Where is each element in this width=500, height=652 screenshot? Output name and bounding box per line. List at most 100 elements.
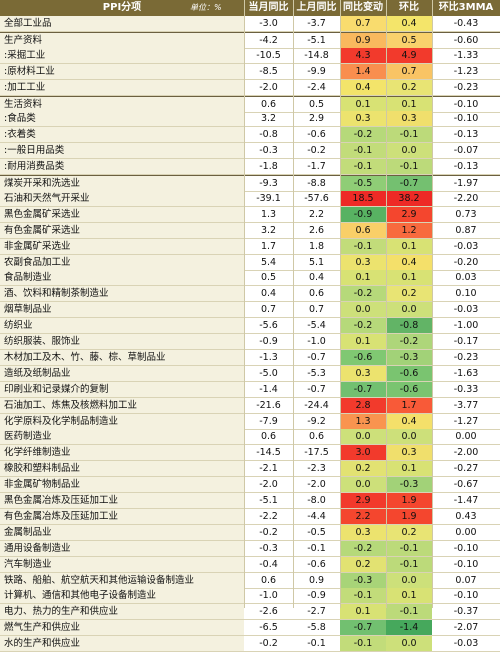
cell-previous-yoy: -1.0 [307, 336, 326, 347]
row-label: 医药制造业 [0, 429, 244, 445]
cell-mom-3mma: -0.23 [453, 81, 479, 93]
cell-mom-3mma: -1.47 [453, 495, 479, 506]
cell-previous-yoy: -0.5 [307, 526, 326, 538]
cell-mom: 0.4 [386, 16, 432, 31]
cell-previous-yoy: -2.7 [307, 606, 326, 618]
cell-yoy-change: -0.2 [340, 127, 386, 143]
row-label: 全部工业品 [0, 16, 244, 31]
cell-current-yoy: 1.7 [260, 240, 277, 252]
column-divider [244, 0, 245, 608]
cell-previous-yoy: -17.5 [304, 447, 329, 459]
cell-mom: 0.1 [386, 96, 432, 112]
cell-previous-yoy: -1.7 [307, 161, 326, 173]
table-row: 汽车制造业 -0.4 -0.6 0.2 -0.1 -0.10 [0, 556, 500, 573]
cell-mom-3mma: 0.43 [455, 510, 477, 522]
cell-mom: -0.1 [386, 127, 432, 143]
cell-mom-3mma: -0.10 [453, 542, 479, 554]
cell-current-yoy: -5.0 [259, 367, 278, 379]
cell-mom: 0.1 [386, 238, 432, 254]
cell-previous-yoy: -0.1 [307, 542, 326, 554]
cell-yoy-change: 0.0 [340, 477, 386, 493]
cell-mom: 0.2 [386, 524, 432, 540]
cell-mom: -0.6 [386, 381, 432, 397]
cell-current-yoy: -0.9 [259, 336, 278, 347]
cell-mom-3mma: -1.27 [453, 415, 479, 427]
cell-current-yoy: -8.5 [259, 65, 278, 77]
row-label: 汽车制造业 [0, 556, 244, 572]
cell-yoy-change: 0.9 [340, 32, 386, 48]
cell-previous-yoy: -0.7 [307, 351, 326, 363]
table-row: :原材料工业 -8.5 -9.9 1.4 0.7 -1.23 [0, 63, 500, 80]
table-row: 纺织业 -5.6 -5.4 -0.2 -0.8 -1.00 [0, 318, 500, 335]
cell-mom: 0.0 [386, 143, 432, 159]
table-row: 烟草制品业 0.7 0.7 0.0 0.0 -0.03 [0, 302, 500, 319]
table-row: 酒、饮料和精制茶制造业 0.4 0.6 -0.2 0.2 0.10 [0, 286, 500, 303]
cell-mom: 0.1 [386, 588, 432, 604]
table-row: 食品制造业 0.5 0.4 0.1 0.1 0.03 [0, 270, 500, 287]
row-label: 生活资料 [0, 96, 244, 112]
column-divider [386, 0, 387, 608]
cell-current-yoy: -0.3 [259, 145, 278, 157]
table-row: 电力、热力的生产和供应业 -2.6 -2.7 0.1 -0.1 -0.37 [0, 604, 500, 621]
cell-mom: -0.2 [386, 334, 432, 349]
cell-current-yoy: 1.3 [260, 208, 277, 220]
cell-mom-3mma: -0.10 [453, 113, 479, 125]
cell-previous-yoy: -24.4 [304, 399, 329, 411]
table-row: 金属制品业 -0.2 -0.5 0.3 0.2 0.00 [0, 524, 500, 541]
table-row: 全部工业品 -3.0 -3.7 0.7 0.4 -0.43 [0, 16, 500, 32]
cell-current-yoy: -1.3 [259, 351, 278, 363]
row-label: 化学原料及化学制品制造业 [0, 413, 244, 429]
table-row: 农副食品加工业 5.4 5.1 0.3 0.4 -0.20 [0, 254, 500, 271]
cell-yoy-change: -0.6 [340, 349, 386, 365]
cell-previous-yoy: -8.8 [307, 178, 326, 189]
cell-yoy-change: 0.0 [340, 302, 386, 318]
cell-yoy-change: 0.3 [340, 111, 386, 127]
row-label: :衣着类 [0, 127, 244, 143]
row-label: 非金属矿采选业 [0, 238, 244, 254]
table-row: :衣着类 -0.8 -0.6 -0.2 -0.1 -0.13 [0, 127, 500, 144]
cell-mom: -0.1 [386, 604, 432, 620]
cell-yoy-change: -0.1 [340, 143, 386, 159]
row-label: :原材料工业 [0, 63, 244, 79]
header-yoy-change: 同比变动 [343, 2, 383, 13]
cell-previous-yoy: -2.0 [307, 479, 326, 491]
cell-mom-3mma: -0.33 [453, 383, 479, 395]
cell-yoy-change: -0.3 [340, 572, 386, 588]
cell-mom-3mma: -0.03 [453, 240, 479, 252]
cell-previous-yoy: 2.6 [308, 224, 325, 236]
cell-mom: 0.2 [386, 79, 432, 95]
table-row: 燃气生产和供应业 -6.5 -5.8 -0.7 -1.4 -2.07 [0, 620, 500, 637]
cell-current-yoy: -9.3 [259, 178, 278, 189]
cell-previous-yoy: 0.5 [308, 98, 325, 110]
cell-mom: -0.3 [386, 349, 432, 365]
cell-current-yoy: 3.2 [260, 113, 277, 125]
header-name: PPI分项 [102, 2, 142, 13]
cell-yoy-change: 0.2 [340, 556, 386, 572]
cell-mom-3mma: -1.97 [453, 178, 479, 189]
row-label: 铁路、船舶、航空航天和其他运输设备制造业 [0, 572, 244, 588]
cell-current-yoy: -0.2 [259, 638, 278, 650]
cell-mom-3mma: -0.10 [453, 590, 479, 602]
table-row: :采掘工业 -10.5 -14.8 4.3 4.9 -1.33 [0, 47, 500, 64]
cell-mom-3mma: -0.37 [453, 606, 479, 618]
cell-previous-yoy: -0.2 [307, 145, 326, 157]
cell-yoy-change: 0.3 [340, 524, 386, 540]
row-label: 通用设备制造业 [0, 540, 244, 556]
column-divider [432, 0, 433, 608]
cell-yoy-change: 0.6 [340, 222, 386, 238]
cell-current-yoy: -0.2 [259, 526, 278, 538]
cell-yoy-change: 0.1 [340, 270, 386, 286]
cell-mom-3mma: -2.00 [453, 447, 479, 459]
cell-previous-yoy: -2.3 [307, 463, 326, 475]
row-label: 电力、热力的生产和供应业 [0, 604, 244, 620]
table-row: 石油加工、炼焦及核燃料加工业 -21.6 -24.4 2.8 1.7 -3.77 [0, 397, 500, 414]
cell-yoy-change: -0.1 [340, 159, 386, 175]
cell-mom: 0.7 [386, 63, 432, 79]
cell-previous-yoy: 5.1 [308, 256, 325, 268]
cell-mom: 0.4 [386, 413, 432, 429]
row-label: 有色金属矿采选业 [0, 222, 244, 238]
cell-current-yoy: -2.0 [259, 479, 278, 491]
cell-yoy-change: 3.0 [340, 445, 386, 461]
table-row: 生活资料 0.6 0.5 0.1 0.1 -0.10 [0, 95, 500, 113]
cell-previous-yoy: 0.4 [308, 272, 325, 284]
